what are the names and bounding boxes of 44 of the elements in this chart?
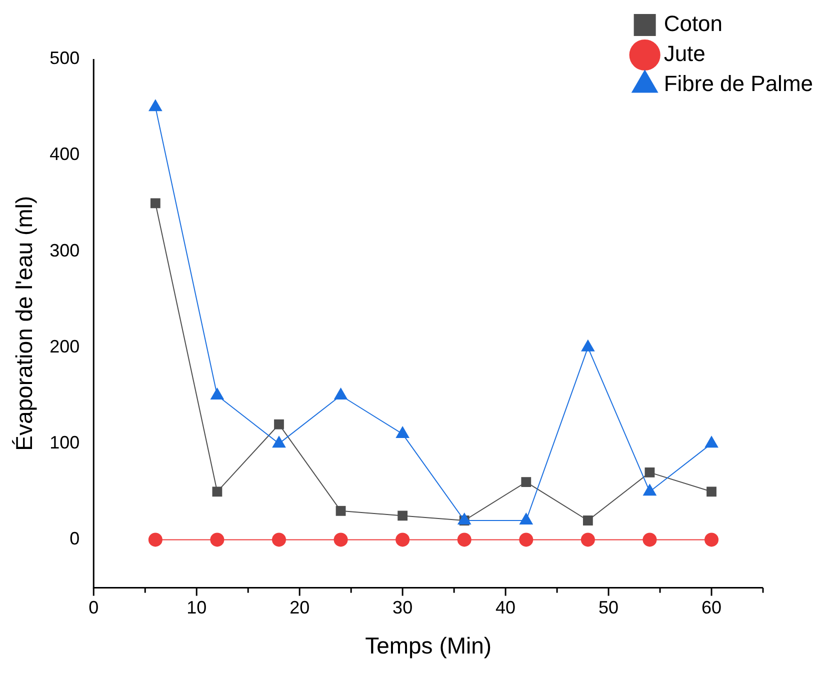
legend-label: Fibre de Palme bbox=[664, 71, 814, 96]
point bbox=[210, 388, 224, 400]
point bbox=[396, 532, 410, 547]
y-tick-label: 500 bbox=[50, 48, 80, 68]
point bbox=[581, 339, 595, 352]
point bbox=[398, 510, 408, 521]
x-axis-title: Temps (Min) bbox=[365, 632, 492, 659]
point bbox=[396, 426, 410, 438]
legend-label: Coton bbox=[664, 11, 723, 36]
x-tick-label: 0 bbox=[88, 598, 99, 618]
point bbox=[704, 436, 718, 448]
point bbox=[148, 99, 162, 112]
y-tick-label: 200 bbox=[50, 336, 80, 356]
y-tick-label: 0 bbox=[70, 528, 80, 549]
x-tick-label: 50 bbox=[598, 598, 619, 618]
point bbox=[582, 516, 593, 526]
x-tick-label: 10 bbox=[186, 598, 207, 618]
point bbox=[706, 486, 716, 497]
point bbox=[210, 532, 224, 547]
y-axis-title: Évaporation de l'eau (ml) bbox=[11, 196, 38, 451]
y-tick-label: 400 bbox=[50, 144, 80, 164]
x-tick-label: 20 bbox=[290, 598, 310, 618]
y-tick-label: 100 bbox=[50, 432, 80, 453]
legend-label: Jute bbox=[664, 41, 706, 66]
point bbox=[580, 532, 595, 547]
point bbox=[334, 532, 348, 547]
x-tick-label: 40 bbox=[496, 598, 516, 618]
x-tick-label: 30 bbox=[392, 598, 413, 618]
point bbox=[642, 532, 657, 547]
point bbox=[457, 532, 472, 547]
point bbox=[274, 419, 284, 430]
point bbox=[521, 477, 532, 487]
x-tick-label: 60 bbox=[701, 598, 722, 618]
y-tick-label: 300 bbox=[50, 240, 80, 260]
point bbox=[644, 467, 655, 478]
point bbox=[272, 436, 286, 448]
point bbox=[212, 486, 222, 497]
point bbox=[704, 532, 719, 547]
point bbox=[336, 506, 346, 516]
point bbox=[272, 532, 286, 547]
point bbox=[519, 532, 534, 547]
point bbox=[642, 484, 657, 496]
point bbox=[334, 388, 348, 400]
point bbox=[148, 532, 162, 547]
